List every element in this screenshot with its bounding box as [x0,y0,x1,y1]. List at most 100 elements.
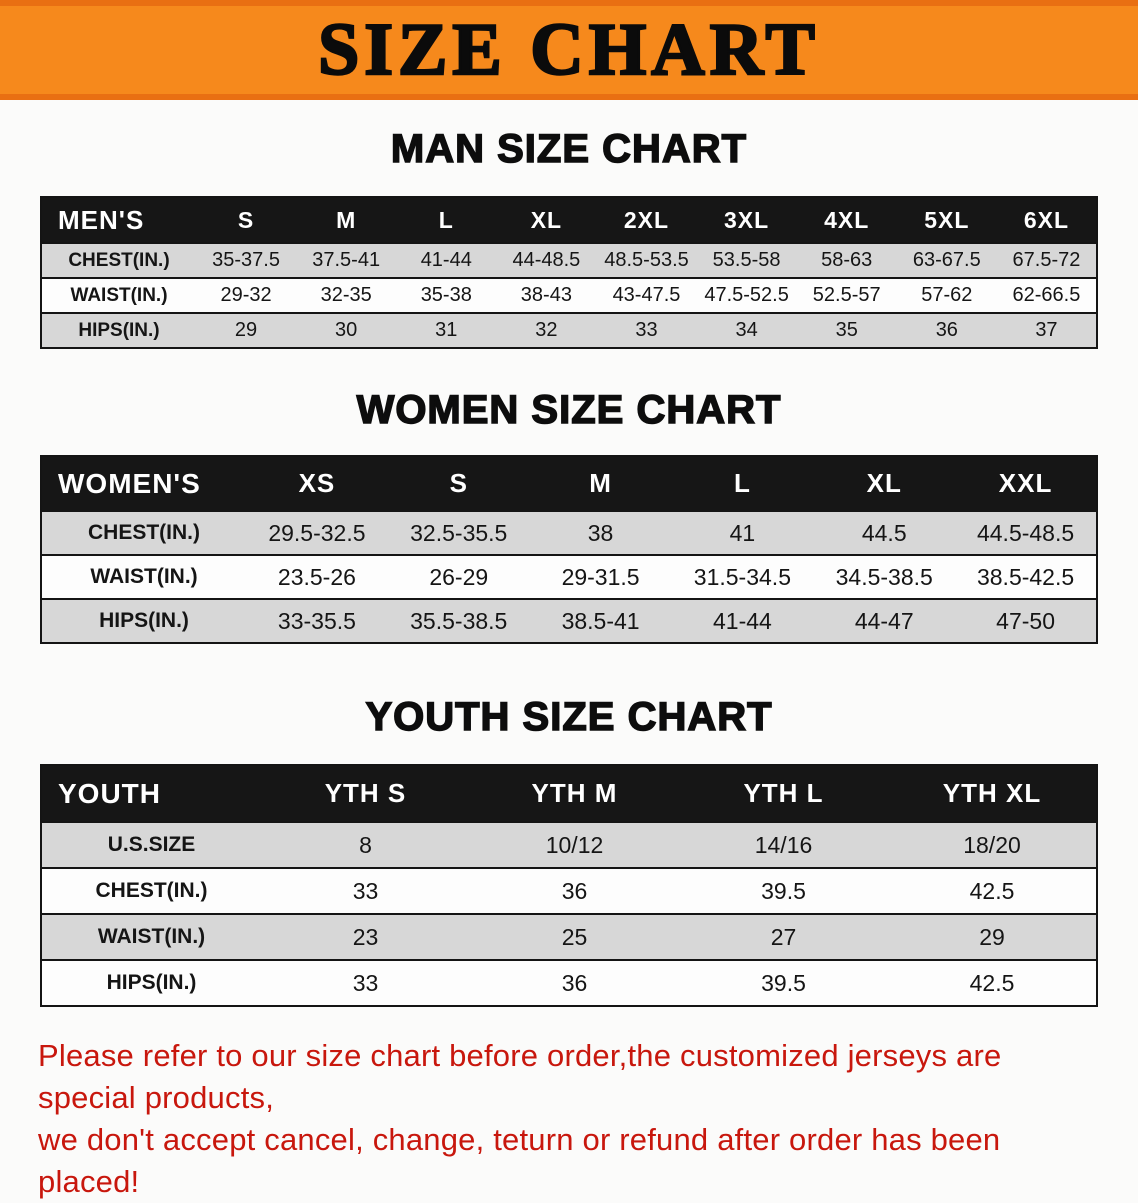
size-column-header: M [529,456,672,511]
measure-label: HIPS(IN.) [41,312,196,348]
size-column-header: 2XL [596,197,697,243]
youth-size-table: YOUTH YTH S YTH M YTH L YTH XL U.S.SIZE 8 10/12… [40,764,1098,1007]
disclaimer-line-1: Please refer to our size chart before or… [38,1038,1002,1115]
size-column-header: M [296,197,397,243]
measure-value: 53.5-58 [696,242,797,278]
measure-value: 35-38 [396,277,497,313]
size-column-header: S [387,456,530,511]
measure-value: 39.5 [679,959,888,1006]
measure-value: 48.5-53.5 [596,242,697,278]
measure-value: 32 [496,312,597,348]
size-column-header: YTH XL [888,765,1097,822]
size-column-header: 5XL [896,197,997,243]
men-size-chart-heading: MAN SIZE CHART [390,126,748,172]
measure-row: HIPS(IN.) 33-35.5 35.5-38.5 38.5-41 41-44 44-… [41,598,1097,643]
measure-value: 23.5-26 [246,554,388,599]
measure-value: 52.5-57 [796,277,897,313]
measure-value: 27 [679,913,888,960]
measure-value: 41-44 [671,598,814,643]
measure-value: 62-66.5 [996,277,1097,313]
measure-value: 31 [396,312,497,348]
measure-value: 39.5 [679,867,888,914]
youth-size-chart-heading: YOUTH SIZE CHART [365,694,773,740]
measure-value: 44-48.5 [496,242,597,278]
measure-row: WAIST(IN.) 23.5-26 26-29 29-31.5 31.5-34.5 34… [41,554,1097,599]
measure-value: 31.5-34.5 [671,554,814,599]
measure-value: 35-37.5 [196,242,297,278]
measure-value: 33-35.5 [246,598,388,643]
measure-value: 33 [596,312,697,348]
measure-value: 29 [196,312,297,348]
measure-row: HIPS(IN.) 33 36 39.5 42.5 [41,959,1097,1006]
measure-value: 32-35 [296,277,397,313]
measure-value: 63-67.5 [896,242,997,278]
youth-size-table-wrap: YOUTH YTH S YTH M YTH L YTH XL U.S.SIZE 8 10/12… [0,764,1138,1007]
header-row: WOMEN'S XS S M L XL XXL [41,456,1097,511]
measure-value: 33 [261,867,470,914]
measure-value: 38.5-42.5 [955,554,1097,599]
size-column-header: XXL [955,456,1097,511]
measure-value: 38-43 [496,277,597,313]
measure-value: 26-29 [387,554,530,599]
measure-value: 36 [470,959,679,1006]
measure-row: CHEST(IN.) 29.5-32.5 32.5-35.5 38 41 44.5 44.5… [41,510,1097,555]
measure-value: 67.5-72 [996,242,1097,278]
measure-value: 47.5-52.5 [696,277,797,313]
size-column-header: 6XL [996,197,1097,243]
measure-value: 35.5-38.5 [387,598,530,643]
women-size-chart-heading: WOMEN SIZE CHART [356,387,782,433]
measure-label: WAIST(IN.) [41,913,261,960]
measure-value: 42.5 [888,867,1097,914]
measure-value: 44.5-48.5 [955,510,1097,555]
measure-value: 29 [888,913,1097,960]
measure-label: CHEST(IN.) [41,510,246,555]
men-size-table-wrap: MEN'S S M L XL 2XL 3XL 4XL 5XL 6XL CHEST(IN.) 35-37… [0,196,1138,349]
header-row: YOUTH YTH S YTH M YTH L YTH XL [41,765,1097,822]
size-column-header: XS [246,456,388,511]
measure-value: 37 [996,312,1097,348]
size-column-header: 4XL [796,197,897,243]
measure-value: 29-32 [196,277,297,313]
measure-value: 41 [671,510,814,555]
group-label-header: MEN'S [41,197,196,243]
measure-value: 23 [261,913,470,960]
measure-value: 18/20 [888,821,1097,868]
measure-row: CHEST(IN.) 33 36 39.5 42.5 [41,867,1097,914]
measure-row: CHEST(IN.) 35-37.5 37.5-41 41-44 44-48.5 48.5… [41,242,1097,278]
measure-label: U.S.SIZE [41,821,261,868]
measure-label: WAIST(IN.) [41,554,246,599]
men-size-table: MEN'S S M L XL 2XL 3XL 4XL 5XL 6XL CHEST(IN.) 35-37… [40,196,1098,349]
measure-value: 32.5-35.5 [387,510,530,555]
measure-value: 37.5-41 [296,242,397,278]
measure-label: HIPS(IN.) [41,959,261,1006]
measure-value: 58-63 [796,242,897,278]
measure-label: WAIST(IN.) [41,277,196,313]
measure-value: 43-47.5 [596,277,697,313]
measure-value: 44-47 [813,598,956,643]
measure-value: 33 [261,959,470,1006]
measure-value: 8 [261,821,470,868]
measure-value: 25 [470,913,679,960]
measure-value: 38 [529,510,672,555]
size-column-header: 3XL [696,197,797,243]
measure-row: WAIST(IN.) 29-32 32-35 35-38 38-43 43-47.5 47.… [41,277,1097,313]
measure-label: HIPS(IN.) [41,598,246,643]
group-label-header: WOMEN'S [41,456,246,511]
measure-value: 36 [470,867,679,914]
size-column-header: L [396,197,497,243]
size-column-header: YTH M [470,765,679,822]
measure-value: 42.5 [888,959,1097,1006]
header-row: MEN'S S M L XL 2XL 3XL 4XL 5XL 6XL [41,197,1097,243]
size-column-header: YTH L [679,765,888,822]
measure-value: 30 [296,312,397,348]
measure-value: 38.5-41 [529,598,672,643]
size-column-header: XL [813,456,956,511]
size-column-header: YTH S [261,765,470,822]
measure-value: 34.5-38.5 [813,554,956,599]
measure-value: 41-44 [396,242,497,278]
measure-value: 14/16 [679,821,888,868]
measure-row: HIPS(IN.) 29 30 31 32 33 34 35 36 37 [41,312,1097,348]
banner-title: SIZE CHART [317,9,820,91]
women-size-table: WOMEN'S XS S M L XL XXL CHEST(IN.) 29.5-32.5 32.5… [40,455,1098,644]
